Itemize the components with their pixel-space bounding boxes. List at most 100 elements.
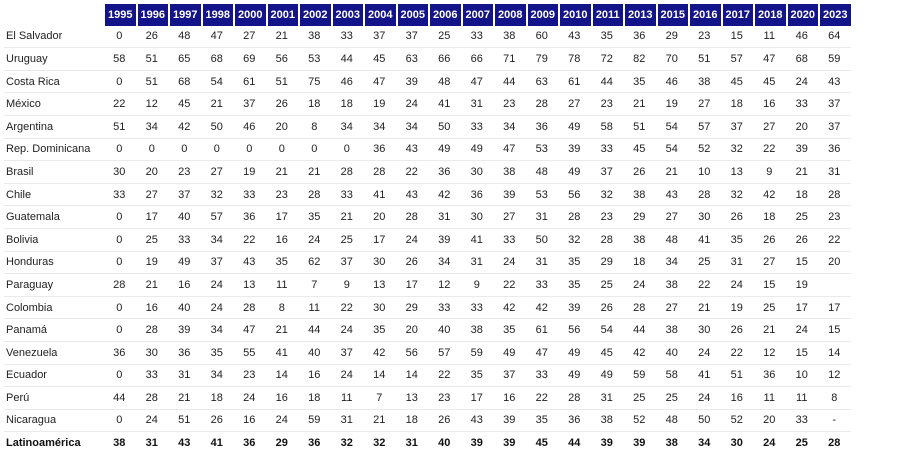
value-cell: 16 [298, 365, 331, 388]
value-cell: 28 [330, 161, 363, 184]
year-header-cell: 2013 [623, 4, 656, 26]
value-cell: 10 [785, 365, 818, 388]
value-cell: 37 [493, 365, 526, 388]
value-cell: 54 [590, 319, 623, 342]
value-cell: 47 [200, 26, 233, 49]
value-cell: 57 [200, 206, 233, 229]
value-cell: 36 [753, 365, 786, 388]
value-cell: 34 [493, 116, 526, 139]
value-cell: 11 [753, 26, 786, 49]
value-cell: 41 [688, 365, 721, 388]
value-cell: 17 [460, 387, 493, 410]
value-cell: 31 [460, 93, 493, 116]
value-cell: 26 [135, 26, 168, 49]
value-cell: 40 [168, 206, 201, 229]
value-cell: 27 [493, 206, 526, 229]
value-cell: 38 [688, 71, 721, 94]
year-header-cell: 2003 [330, 4, 363, 26]
value-cell: 20 [395, 319, 428, 342]
country-name-cell: Panamá [4, 319, 103, 342]
value-cell: 37 [590, 161, 623, 184]
value-cell: 23 [233, 365, 266, 388]
value-cell: 39 [633, 437, 646, 450]
value-cell: 38 [590, 410, 623, 433]
table-row: Costa Rica 0 51 68 54 61 51 75 46 47 39 48 47 44 63 61 4… [4, 71, 851, 94]
value-cell: 24 [135, 410, 168, 433]
value-cell: 52 [688, 139, 721, 162]
value-cell: 32 [590, 184, 623, 207]
value-cell: 34 [655, 252, 688, 275]
value-cell: 12 [428, 274, 461, 297]
value-cell: 34 [428, 252, 461, 275]
value-cell: 57 [688, 116, 721, 139]
table-row: Nicaragua 0 24 51 26 16 24 59 31 21 18 26 43 39 35 36 38… [4, 410, 851, 433]
value-cell: 36 [233, 206, 266, 229]
value-cell: 23 [168, 161, 201, 184]
value-cell: 24 [720, 274, 753, 297]
value-cell: 22 [688, 274, 721, 297]
value-cell: 49 [428, 139, 461, 162]
value-cell: 39 [558, 297, 591, 320]
value-cell: 31 [330, 410, 363, 433]
value-cell: 33 [330, 184, 363, 207]
value-cell: 30 [460, 206, 493, 229]
value-cell: 15 [818, 319, 851, 342]
value-cell: 32 [373, 437, 386, 450]
table-row: Argentina 51 34 42 50 46 20 8 34 34 34 50 33 34 36 49 58… [4, 116, 851, 139]
value-cell: 43 [655, 184, 688, 207]
value-cell: 27 [135, 184, 168, 207]
year-header-cell: 2008 [493, 4, 526, 26]
value-cell: 29 [590, 252, 623, 275]
value-cell: 34 [395, 116, 428, 139]
value-cell: 20 [135, 161, 168, 184]
value-cell: 39 [600, 437, 613, 450]
value-cell: 38 [655, 319, 688, 342]
value-cell: 33 [785, 93, 818, 116]
value-cell: 35 [298, 206, 331, 229]
country-name-cell: Guatemala [4, 206, 103, 229]
value-cell: 37 [395, 26, 428, 49]
value-cell: 40 [655, 342, 688, 365]
value-cell: 0 [103, 26, 136, 49]
value-cell: 36 [525, 116, 558, 139]
value-cell: 48 [655, 410, 688, 433]
value-cell: 24 [200, 274, 233, 297]
value-cell: 0 [103, 71, 136, 94]
value-cell: 16 [265, 387, 298, 410]
value-cell: 16 [493, 387, 526, 410]
value-cell: 16 [720, 387, 753, 410]
year-header-cell: 1997 [168, 4, 201, 26]
country-name-cell: El Salvador [4, 26, 103, 49]
country-name-cell: Venezuela [4, 342, 103, 365]
year-header-cell: 2017 [720, 4, 753, 26]
value-cell: 34 [200, 229, 233, 252]
value-cell: 11 [298, 297, 331, 320]
value-cell: 24 [395, 229, 428, 252]
value-cell: 18 [395, 410, 428, 433]
value-cell: 21 [623, 93, 656, 116]
value-cell: 49 [558, 342, 591, 365]
value-cell: 37 [233, 93, 266, 116]
country-name-cell: Brasil [4, 161, 103, 184]
value-cell: 44 [623, 319, 656, 342]
value-cell: 26 [623, 161, 656, 184]
value-cell: 63 [525, 71, 558, 94]
value-cell: 38 [113, 437, 126, 450]
value-cell: 51 [265, 71, 298, 94]
value-cell: 35 [200, 342, 233, 365]
value-cell: 12 [753, 342, 786, 365]
value-cell: 38 [623, 229, 656, 252]
table-row: México 22 12 45 21 37 26 18 18 19 24 41 31 23 28 27 23 21… [4, 93, 851, 116]
value-cell: 34 [200, 365, 233, 388]
value-cell: 29 [623, 206, 656, 229]
value-cell: 44 [590, 71, 623, 94]
value-cell: 0 [168, 139, 201, 162]
value-cell: 26 [720, 319, 753, 342]
value-cell: 34 [135, 116, 168, 139]
value-cell: 49 [590, 365, 623, 388]
value-cell: 22 [395, 161, 428, 184]
value-cell: 0 [330, 139, 363, 162]
table-row: Colombia 0 16 40 24 28 8 11 22 30 29 33 33 42 42 39 26 28… [4, 297, 851, 320]
country-name-cell: Latinoamérica [6, 437, 81, 450]
value-cell: 19 [655, 93, 688, 116]
